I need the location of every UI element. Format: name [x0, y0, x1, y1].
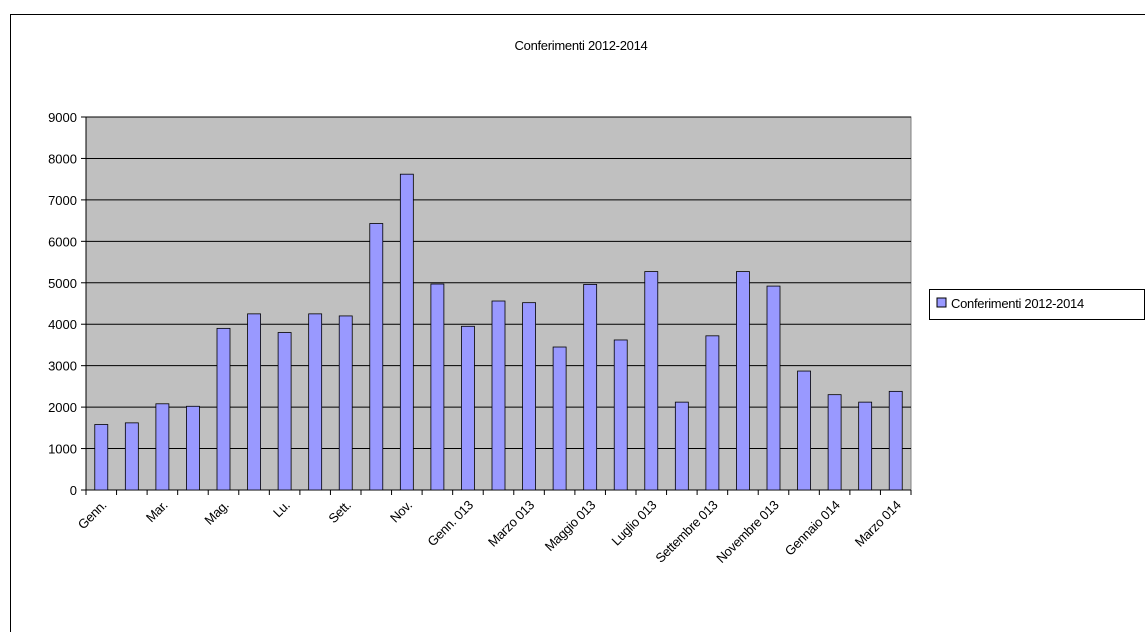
bar: [461, 325, 475, 491]
bar: [155, 403, 170, 491]
bar: [186, 405, 200, 491]
y-tick-label: 3000: [48, 359, 77, 374]
bar: [858, 401, 873, 491]
bar: [216, 327, 231, 491]
legend-label: Conferimenti 2012-2014: [951, 296, 1084, 311]
chart-title: Conferimenti 2012-2014: [515, 38, 648, 53]
bar: [888, 390, 903, 491]
bar: [308, 313, 323, 491]
bar: [399, 173, 414, 491]
y-tick-label: 4000: [48, 317, 77, 332]
bar: [644, 271, 659, 491]
bar: [797, 370, 811, 491]
legend-box: [929, 289, 1145, 320]
y-tick-label: 9000: [48, 110, 77, 125]
y-tick-label: 8000: [48, 151, 77, 166]
legend-swatch: [936, 297, 947, 308]
bar: [124, 422, 139, 491]
bar: [552, 346, 567, 491]
bar: [613, 339, 628, 491]
bar: [583, 284, 598, 491]
bar: [491, 300, 506, 491]
bar: [827, 394, 842, 491]
y-tick-label: 0: [70, 483, 77, 498]
bar: [736, 271, 750, 491]
y-tick-label: 5000: [48, 276, 77, 291]
bar: [277, 332, 292, 491]
y-tick-label: 2000: [48, 400, 77, 415]
bar: [674, 401, 689, 491]
y-tick-label: 6000: [48, 234, 77, 249]
y-tick-label: 1000: [48, 442, 77, 457]
bar: [338, 315, 353, 491]
bar: [522, 302, 536, 491]
bar: [247, 313, 261, 491]
y-tick-label: 7000: [48, 193, 77, 208]
bar: [94, 424, 109, 491]
bar: [369, 223, 384, 491]
bar: [766, 285, 781, 491]
bar: [705, 335, 720, 491]
bar: [430, 283, 445, 491]
